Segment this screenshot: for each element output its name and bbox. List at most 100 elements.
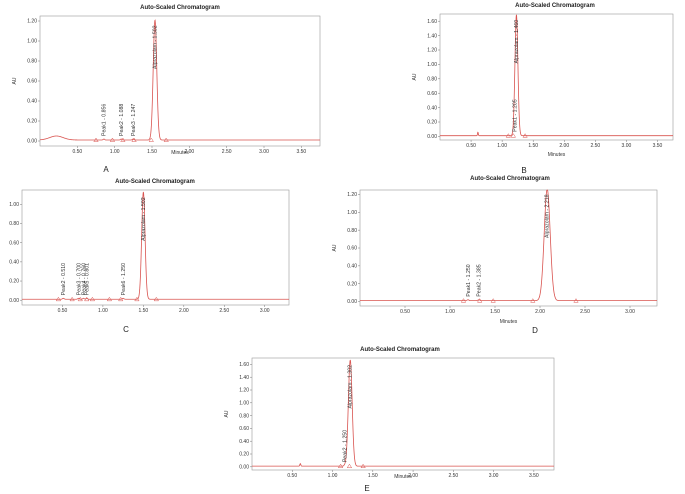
y-tick-label: 0.40 [239, 439, 249, 445]
y-tick-label: 0.80 [427, 77, 437, 83]
panel-letter: E [364, 484, 369, 493]
x-tick-label: 3.50 [653, 143, 663, 149]
plot-frame [251, 357, 555, 471]
integration-marker [84, 296, 90, 302]
x-axis-label: Minutes [171, 150, 189, 156]
x-tick-label: 1.50 [368, 473, 378, 479]
y-tick-label: 0.00 [239, 465, 249, 471]
main-peak-label: Alprazolam - 1.502 [141, 197, 147, 241]
y-tick-label: 0.80 [9, 221, 19, 227]
y-tick-label: 1.40 [427, 33, 437, 39]
y-tick-label: 1.40 [239, 375, 249, 381]
y-axis-label: AU [12, 77, 18, 84]
x-tick-label: 1.00 [98, 308, 108, 314]
y-tick-label: 0.40 [27, 99, 37, 105]
y-axis-label: AU [224, 410, 230, 417]
peak-label: Peak4 - 0.760 [81, 263, 87, 295]
x-tick-label: 0.50 [72, 149, 82, 155]
x-tick-label: 2.50 [222, 149, 232, 155]
x-tick-label: 3.50 [529, 473, 539, 479]
chromatogram-trace [440, 14, 673, 137]
x-tick-label: 2.00 [408, 473, 418, 479]
y-tick-label: 1.00 [27, 39, 37, 45]
integration-marker [106, 296, 113, 302]
y-axis-label: AU [332, 244, 338, 251]
chromatogram-trace [360, 189, 657, 302]
y-tick-label: 0.20 [9, 279, 19, 285]
chromatogram-panel-c: Auto-Scaled Chromatogram 0.00 0.20 0.40 0.60… [9, 179, 290, 334]
x-tick-label: 0.50 [58, 308, 68, 314]
integration-marker [530, 298, 536, 303]
integration-marker [134, 296, 140, 302]
x-tick-label: 3.00 [259, 149, 269, 155]
x-tick-label: 0.50 [466, 143, 476, 149]
chromatogram-panel-d: Auto-Scaled Chromatogram 0.00 0.20 0.40 0.60… [332, 176, 658, 335]
x-tick-label: 1.50 [528, 143, 538, 149]
chart-title: Auto-Scaled Chromatogram [115, 179, 195, 185]
peak-label: Peak2 - 1.088 [119, 104, 125, 136]
x-tick-label: 0.50 [287, 473, 297, 479]
integration-marker [93, 137, 99, 142]
peak-label: Peak5 - 0.801 [85, 263, 91, 295]
peak-label: Peak1 - 1.205 [513, 99, 519, 131]
integration-marker [55, 296, 62, 302]
peak-label: Peak2 - 1.250 [342, 430, 348, 462]
integration-marker [505, 133, 511, 138]
main-peak-label: Alprazolam - 1.302 [348, 365, 354, 409]
main-peak-label: Alprazolam - 1.460 [514, 20, 520, 64]
y-tick-label: 0.20 [27, 119, 37, 125]
chromatogram-trace [39, 19, 320, 141]
integration-marker [346, 463, 353, 469]
y-tick-label: 1.00 [239, 401, 249, 407]
x-tick-label: 1.00 [497, 143, 507, 149]
y-tick-label: 0.60 [27, 79, 37, 85]
peak-label: Peak3 - 0.700 [76, 263, 82, 295]
y-tick-label: 0.80 [27, 59, 37, 65]
panel-letter: D [532, 326, 538, 335]
chart-title: Auto-Scaled Chromatogram [360, 347, 440, 353]
integration-marker [148, 137, 154, 142]
x-tick-label: 2.00 [184, 149, 194, 155]
y-tick-label: 0.60 [9, 240, 19, 246]
x-axis-label: Minutes [500, 319, 518, 325]
x-tick-label: 0.50 [400, 309, 410, 315]
x-tick-label: 3.00 [489, 473, 499, 479]
peak-label: Peak3 - 1.247 [131, 104, 137, 136]
x-tick-label: 1.50 [138, 308, 148, 314]
y-tick-label: 0.80 [239, 413, 249, 419]
y-tick-label: 0.80 [347, 228, 357, 234]
integration-marker [89, 296, 96, 302]
x-tick-label: 1.50 [490, 309, 500, 315]
chromatogram-panel-b: Auto-Scaled Chromatogram 0.00 0.20 0.40 0.60… [412, 3, 674, 175]
panel-letter: B [521, 166, 526, 175]
x-axis-label: Minutes [548, 152, 566, 158]
integration-marker [77, 296, 83, 302]
y-tick-label: 0.60 [427, 91, 437, 97]
chromatogram-trace [252, 359, 554, 467]
x-tick-label: 2.50 [219, 308, 229, 314]
integration-marker [120, 137, 126, 142]
integration-marker [109, 137, 116, 142]
x-tick-label: 2.00 [179, 308, 189, 314]
y-tick-label: 0.40 [427, 105, 437, 111]
peak-label: Peak2 - 1.385 [477, 264, 483, 296]
y-tick-label: 1.20 [27, 19, 37, 25]
integration-marker [118, 296, 124, 302]
y-tick-label: 1.60 [239, 362, 249, 368]
integration-marker [131, 137, 137, 142]
y-tick-label: 1.00 [347, 210, 357, 216]
y-tick-label: 0.40 [347, 264, 357, 270]
y-tick-label: 0.60 [239, 426, 249, 432]
x-tick-label: 3.00 [622, 143, 632, 149]
y-tick-label: 1.00 [9, 202, 19, 208]
integration-marker [573, 298, 579, 303]
y-tick-label: 1.00 [427, 62, 437, 68]
chromatogram-trace [22, 191, 289, 300]
integration-marker [490, 298, 496, 303]
x-tick-label: 3.00 [260, 308, 270, 314]
peak-label: Peak1 - 1.250 [466, 264, 472, 296]
peak-label: Peak6 - 1.250 [121, 263, 127, 295]
y-tick-label: 1.20 [427, 48, 437, 54]
chart-title: Auto-Scaled Chromatogram [515, 3, 595, 9]
